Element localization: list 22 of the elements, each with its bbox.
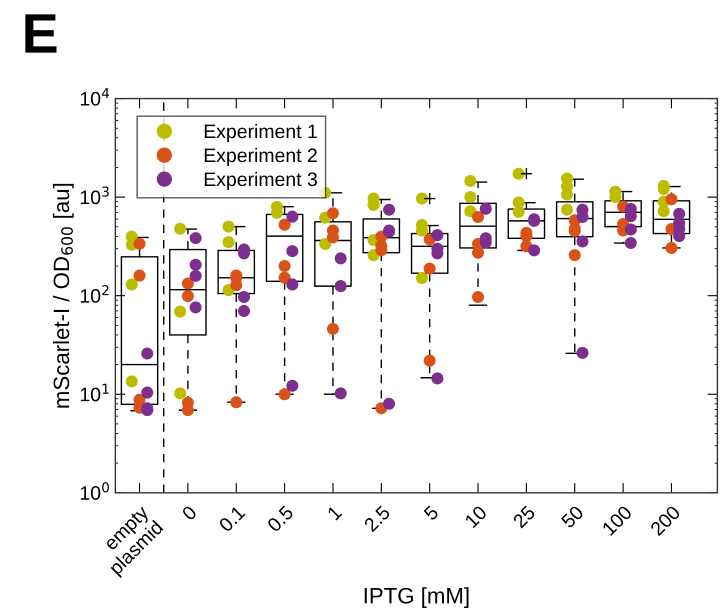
x-tick-label: 0 [181,504,198,522]
y-axis-title: mScarlet-I / OD$_{600}$ [au] [52,184,74,408]
x-tick-label: 0.5 [266,504,294,533]
x-tick-label: 100 [602,504,633,536]
y-tick-label: 10$^{0}$ [80,482,109,500]
y-tick-label: 10$^{1}$ [80,384,109,402]
x-tick-label: 5 [423,504,440,522]
y-tick-label: 10$^{4}$ [80,88,110,106]
x-tick-label: 2.5 [363,504,391,532]
legend-label: Experiment 1 [204,124,317,142]
y-tick-label: 10$^{2}$ [80,285,108,303]
x-tick-label: 1 [326,505,342,520]
x-tick-label: 200 [650,504,682,536]
x-tick-label: 25 [512,504,536,529]
x-tick-label: 50 [560,504,584,529]
x-tick-label: 10 [464,504,488,528]
chart-title: E [25,14,57,53]
legend-label: Experiment 3 [204,172,317,190]
x-axis-title: IPTG [mM] [364,587,468,608]
y-tick-label: 10$^{3}$ [80,186,109,204]
legend-label: Experiment 2 [204,148,317,166]
x-tick-label: 0.1 [218,504,246,533]
